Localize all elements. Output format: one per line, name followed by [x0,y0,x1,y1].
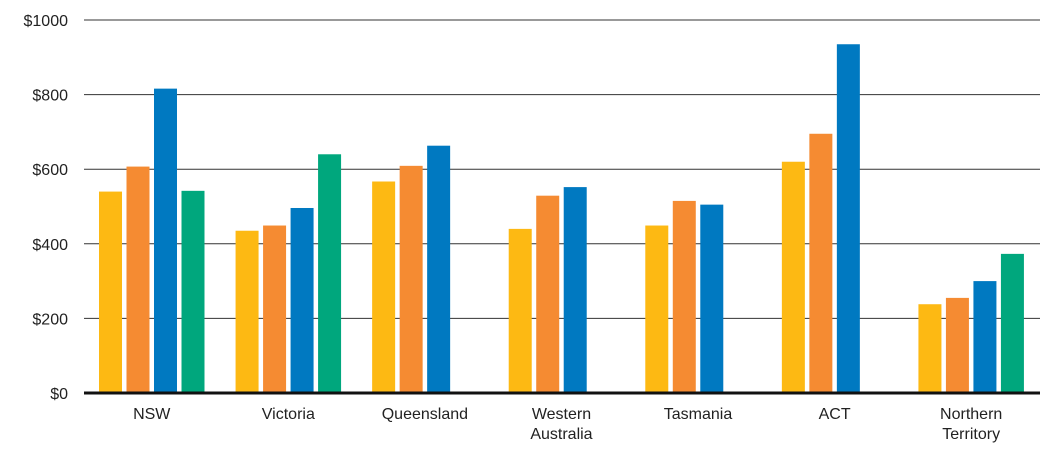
bar [126,166,150,393]
y-tick-label: $600 [32,162,68,179]
bar [154,88,177,393]
bar [427,145,451,393]
y-tick-label: $0 [50,386,68,403]
y-tick-label: $800 [32,88,68,105]
x-tick-label: Tasmania [664,406,733,423]
bar [181,190,205,393]
bar [508,228,532,393]
y-axis-ticks: $0 $200 $400 $600 $800 $1000 [24,13,69,403]
x-tick-label: NSW [133,406,171,423]
bar [645,225,669,393]
bar [918,304,942,393]
bar [563,187,587,393]
bar [781,161,805,393]
x-tick-label: Western [532,406,591,423]
bars [99,44,1024,394]
bar [536,195,560,393]
bar [399,165,423,393]
bar [1000,253,1024,393]
gridlines [84,19,1040,319]
bar [973,281,997,393]
x-tick-label: Northern [940,406,1002,423]
x-tick-label: Victoria [262,406,315,423]
bar [235,230,259,393]
x-tick-label: ACT [819,406,851,423]
bar [809,133,833,393]
x-tick-label: Queensland [382,406,468,423]
bar [672,200,696,393]
y-tick-label: $400 [32,237,68,254]
bar [372,181,396,393]
bar [318,154,342,393]
y-tick-label: $1000 [24,13,69,30]
bar [836,44,860,394]
x-tick-label: Australia [530,426,592,443]
bar [945,297,969,393]
bar [99,191,122,393]
bar [290,207,314,393]
x-axis-labels: NSW Victoria Queensland Western Australia Tas… [133,406,1002,443]
bar [263,225,287,393]
bar [700,204,724,393]
x-tick-label: Territory [942,426,1000,443]
y-tick-label: $200 [32,311,68,328]
